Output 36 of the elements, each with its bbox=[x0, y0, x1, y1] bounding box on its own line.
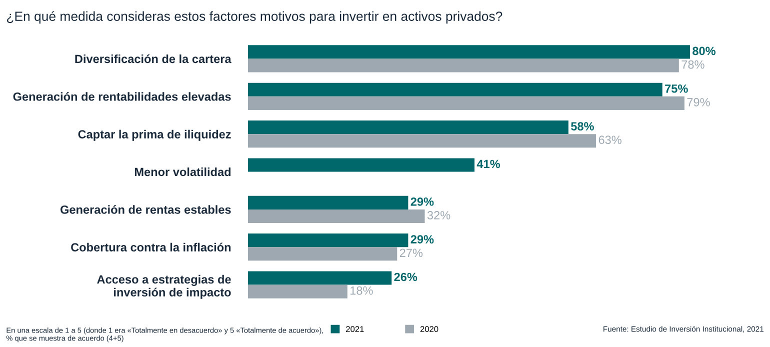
data-label: 58% bbox=[570, 122, 594, 130]
y-tick-label: Generación de rentas estables bbox=[60, 205, 231, 214]
data-label: 29% bbox=[410, 197, 434, 206]
data-label: 29% bbox=[410, 235, 434, 244]
y-tick-label: Cobertura contra la inflación bbox=[71, 242, 231, 252]
y-tick-label: Captar la prima de iliquidez bbox=[78, 130, 231, 141]
bar bbox=[248, 247, 398, 261]
y-tick-label: Diversificación de la cartera bbox=[75, 54, 232, 64]
data-label: 18% bbox=[350, 286, 373, 295]
y-tick-label: Generación de rentabilidades elevadas bbox=[13, 92, 231, 101]
chart-title: ¿En qué medida consideras estos factores motivos para invertir en activos privados? bbox=[7, 11, 502, 24]
data-label: 80% bbox=[692, 46, 716, 56]
bar bbox=[248, 158, 474, 172]
bar bbox=[248, 209, 425, 223]
data-label: 26% bbox=[394, 272, 418, 282]
data-label: 27% bbox=[400, 248, 423, 258]
data-label: 63% bbox=[598, 136, 622, 144]
data-label: 75% bbox=[665, 84, 688, 93]
y-tick-label: Acceso a estrategias de inversión de impacto bbox=[97, 274, 231, 299]
bar bbox=[248, 196, 408, 210]
legend-label: 2020 bbox=[420, 326, 438, 332]
bar bbox=[248, 284, 348, 298]
bar bbox=[248, 82, 662, 96]
bar bbox=[248, 96, 684, 110]
data-label: 79% bbox=[687, 98, 710, 106]
bar bbox=[248, 58, 679, 72]
bar bbox=[248, 134, 596, 148]
bar bbox=[248, 120, 568, 134]
bar bbox=[248, 45, 690, 59]
data-label: 32% bbox=[427, 211, 450, 220]
bar bbox=[248, 234, 408, 248]
legend-label: 2021 bbox=[346, 326, 364, 332]
bar bbox=[248, 271, 392, 285]
y-tick-label: Menor volatilidad bbox=[134, 167, 231, 176]
data-label: 78% bbox=[682, 60, 704, 69]
data-label: 41% bbox=[476, 160, 500, 168]
